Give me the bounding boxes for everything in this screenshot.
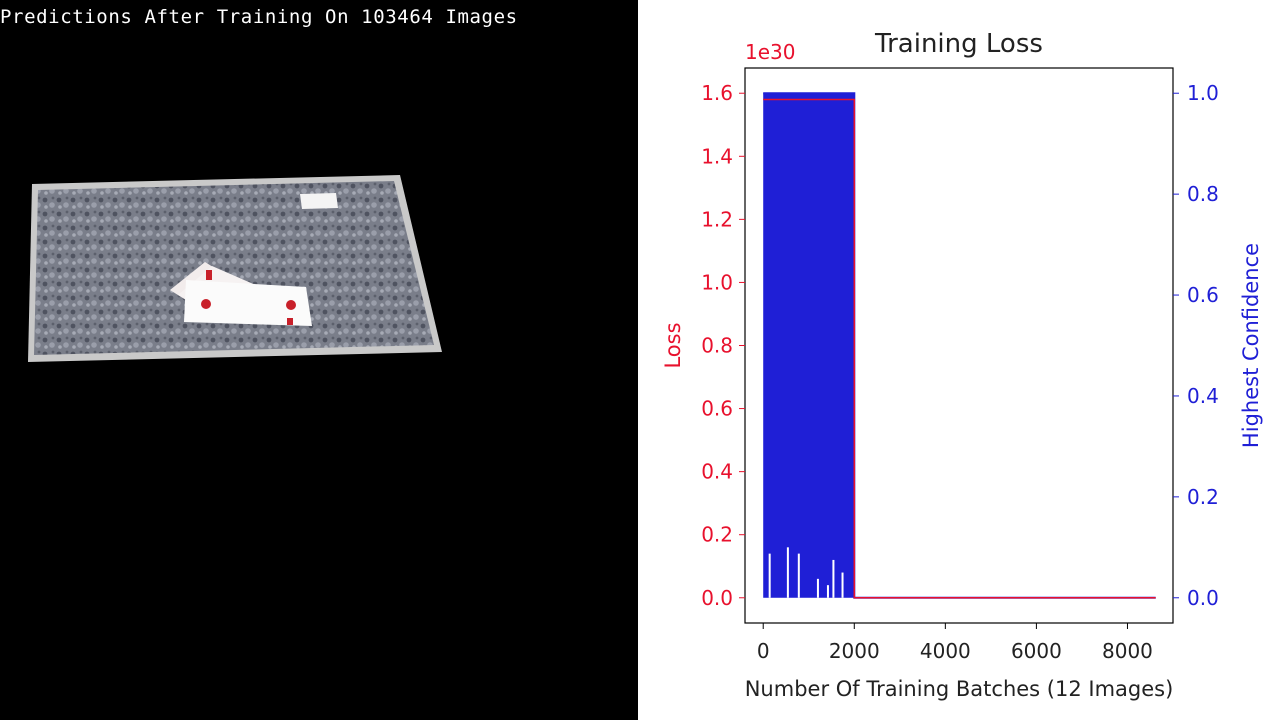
confidence-dip-2 [786, 547, 789, 598]
x-tick-label: 0 [757, 639, 770, 663]
scene-image [28, 175, 442, 362]
x-tick-label: 2000 [829, 639, 880, 663]
chart-panel: Training Loss 1e30 0 2000 4000 6000 8000 0.0 0.2… [638, 0, 1280, 720]
y-left-tick-label: 1.2 [701, 207, 733, 231]
y-right-tick-label: 0.4 [1187, 384, 1219, 408]
y-left-tick-label: 1.4 [701, 144, 733, 168]
table-cloth [34, 181, 434, 355]
card-pip-1 [201, 299, 211, 309]
y-right-tick-label: 0.0 [1187, 586, 1219, 610]
y-right-tick-label: 0.6 [1187, 283, 1219, 307]
confidence-dip-3 [797, 553, 800, 598]
x-tick-label: 6000 [1011, 639, 1062, 663]
y-left-tick-label: 1.6 [701, 81, 733, 105]
training-loss-chart: Training Loss 1e30 0 2000 4000 6000 8000 0.0 0.2… [661, 29, 1263, 701]
confidence-dip-1 [768, 553, 771, 598]
x-axis-label: Number Of Training Batches (12 Images) [745, 677, 1174, 701]
y-left-tick-label: 0.8 [701, 334, 733, 358]
small-card [300, 193, 338, 209]
y-right-tick-label: 0.8 [1187, 182, 1219, 206]
y-left-tick-label: 0.2 [701, 523, 733, 547]
left-axis-multiplier: 1e30 [745, 40, 795, 64]
card-pip-3 [206, 270, 212, 280]
card-pip-4 [287, 318, 293, 325]
y-right-tick-label: 0.2 [1187, 485, 1219, 509]
confidence-dip-4 [816, 578, 819, 598]
loss-series-line [763, 98, 1156, 599]
y-right-axis-label: Highest Confidence [1239, 243, 1263, 448]
chart-title: Training Loss [874, 29, 1043, 59]
y-left-tick-label: 0.4 [701, 460, 733, 484]
y-left-tick-label: 0.6 [701, 397, 733, 421]
confidence-dip-6 [832, 559, 835, 598]
y-left-tick-label: 0.0 [701, 586, 733, 610]
confidence-series-fill [763, 93, 855, 598]
confidence-dip-7 [841, 572, 844, 598]
video-frame: Predictions After Training On 103464 Ima… [0, 0, 638, 720]
card-pip-2 [286, 300, 296, 310]
prediction-caption: Predictions After Training On 103464 Ima… [0, 6, 518, 28]
y-left-tick-label: 1.0 [701, 270, 733, 294]
x-tick-label: 4000 [920, 639, 971, 663]
y-right-tick-label: 1.0 [1187, 81, 1219, 105]
confidence-dip-5 [826, 585, 829, 598]
x-tick-label: 8000 [1102, 639, 1153, 663]
y-left-axis-label: Loss [661, 322, 685, 368]
playing-card-front [184, 280, 312, 326]
